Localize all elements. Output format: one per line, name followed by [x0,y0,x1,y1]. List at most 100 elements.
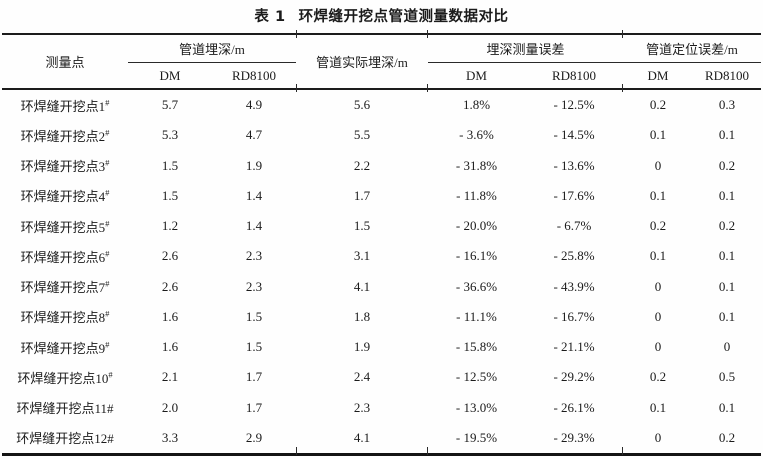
measure-point-text: 环焊缝开挖点11 [16,401,108,417]
position-rd8100-cell: 0.1 [718,278,736,294]
depth-dm-cell: 1.2 [161,218,179,234]
depth-dm-cell: 2.1 [161,369,179,385]
table-row: 环焊缝开挖点5# 1.2 1.4 1.5- 20.0% - 6.7% 0.2 0.2 [2,211,761,241]
position-dm-cell: 0 [654,308,662,324]
table-row: 环焊缝开挖点7# 2.6 2.3 4.1- 36.6% - 43.9% 0 0.1 [2,272,761,302]
position-rd8100-cell: 0.1 [718,127,736,143]
measure-point-text: 环焊缝开挖点2 [20,128,106,144]
depth-dm-cell: 2.0 [161,399,179,415]
error-rd8100-cell: - 17.6% [553,187,595,203]
table-title: 表 1 环焊缝开挖点管道测量数据对比 [0,5,763,26]
position-rd8100-cell: 0.2 [718,218,736,234]
error-rd8100-cell: - 21.1% [553,339,595,355]
error-dm-cell: - 20.0% [455,218,498,234]
hash-mark: # [105,218,110,229]
position-rd8100-cell: 0 [723,339,731,355]
position-dm-cell: 0 [654,429,662,445]
col-group-position-error: 管道定位误差/m [623,34,762,63]
col-header-error-rd8100: RD8100 [551,67,597,83]
position-rd8100-cell: 0.3 [718,97,736,113]
depth-rd8100-cell: 1.5 [245,308,263,324]
depth-dm-cell: 1.5 [161,187,179,203]
error-rd8100-cell: - 43.9% [553,278,595,294]
table-row: 环焊缝开挖点11# 2.0 1.7 2.3- 13.0% - 26.1% 0.1 0.1 [2,393,761,423]
actual-depth-cell: 1.9 [353,339,371,355]
col-header-error-dm: DM [466,67,487,83]
position-rd8100-cell: 0.1 [718,248,736,264]
error-dm-cell: - 31.8% [455,157,498,173]
hash-mark: # [105,248,110,259]
col-group-depth-error: 埋深测量误差 [428,34,624,63]
depth-dm-cell: 2.6 [161,248,179,264]
table-row: 环焊缝开挖点2# 5.3 4.7 5.5- 3.6% - 14.5% 0.1 0.1 [2,120,761,150]
actual-depth-cell: 2.2 [353,157,371,173]
column-divider-tick [427,30,428,38]
actual-depth-cell: 1.7 [353,187,371,203]
col-header-actual-depth: 管道实际埋深/m [316,55,408,70]
measure-point-cell: 环焊缝开挖点1# [2,89,128,120]
table-title-number: 表 1 [254,9,286,25]
column-divider-tick [427,447,428,455]
hash-mark: # [107,401,114,417]
measure-point-text: 环焊缝开挖点12 [16,431,108,447]
header-group-row: 测量点 管道埋深/m 管道实际埋深/m 埋深测量误差 管道定位误差/m [2,34,762,70]
depth-dm-cell: 1.5 [161,157,179,173]
column-divider-tick [296,30,297,38]
position-dm-cell: 0 [654,339,662,355]
measure-point-cell: 环焊缝开挖点5# [2,211,128,241]
measure-point-cell: 环焊缝开挖点7# [2,272,128,302]
error-dm-cell: - 11.1% [456,308,497,324]
depth-rd8100-cell: 1.9 [245,157,263,173]
position-dm-cell: 0.1 [649,399,667,415]
position-dm-cell: 0.2 [649,218,667,234]
actual-depth-cell: 2.3 [353,399,371,415]
measure-point-text: 环焊缝开挖点1 [20,98,106,114]
measure-point-text: 环焊缝开挖点6 [20,249,106,265]
error-rd8100-cell: - 14.5% [553,127,595,143]
column-divider-tick [427,84,428,92]
error-rd8100-cell: - 16.7% [553,308,595,324]
measure-point-cell: 环焊缝开挖点11# [2,393,128,423]
position-rd8100-cell: 0.2 [718,157,736,173]
depth-rd8100-cell: 2.3 [245,278,263,294]
measure-point-text: 环焊缝开挖点7 [20,280,106,296]
table-row: 环焊缝开挖点9# 1.6 1.5 1.9- 15.8% - 21.1% 0 0 [2,332,761,362]
depth-rd8100-cell: 4.7 [245,127,263,143]
measure-point-cell: 环焊缝开挖点10# [2,362,128,392]
table-title-text: 环焊缝开挖点管道测量数据对比 [298,9,509,25]
position-rd8100-cell: 0.1 [718,308,736,324]
table-row: 环焊缝开挖点4# 1.5 1.4 1.7- 11.8% - 17.6% 0.1 0.1 [2,181,761,211]
actual-depth-cell: 5.5 [353,127,371,143]
header-sub-row: DM RD8100 DM RD8100 DM RD8100 [2,63,761,90]
hash-mark: # [105,127,110,138]
col-header-measure-point: 测量点 [45,55,85,70]
table-row: 环焊缝开挖点12# 3.3 2.9 4.1- 19.5% - 29.3% 0 0.2 [2,423,761,455]
hash-mark: # [105,188,110,199]
measurement-data-table: 测量点 管道埋深/m 管道实际埋深/m 埋深测量误差 管道定位误差/m DM R… [2,33,762,456]
hash-mark: # [105,309,110,320]
error-rd8100-cell: - 13.6% [553,157,595,173]
measure-point-text: 环焊缝开挖点8 [20,310,106,326]
error-dm-cell: - 16.1% [455,248,498,264]
actual-depth-cell: 5.6 [353,97,371,113]
error-dm-cell: - 13.0% [455,399,498,415]
position-rd8100-cell: 0.1 [718,187,736,203]
position-rd8100-cell: 0.1 [718,399,736,415]
measure-point-cell: 环焊缝开挖点3# [2,151,128,181]
column-divider-tick [296,447,297,455]
error-dm-cell: - 12.5% [455,369,498,385]
col-header-position-dm: DM [647,67,669,83]
measure-point-cell: 环焊缝开挖点2# [2,120,128,150]
error-dm-cell: - 15.8% [455,339,498,355]
depth-rd8100-cell: 1.5 [245,339,263,355]
depth-dm-cell: 3.3 [161,429,179,445]
measure-point-text: 环焊缝开挖点9 [20,340,106,356]
error-dm-cell: - 11.8% [456,187,497,203]
depth-rd8100-cell: 2.9 [245,429,263,445]
position-rd8100-cell: 0.5 [718,369,736,385]
measure-point-text: 环焊缝开挖点5 [20,219,106,235]
table-row: 环焊缝开挖点3# 1.5 1.9 2.2- 31.8% - 13.6% 0 0.2 [2,151,761,181]
measure-point-text: 环焊缝开挖点3 [20,159,106,175]
error-dm-cell: - 19.5% [455,429,498,445]
